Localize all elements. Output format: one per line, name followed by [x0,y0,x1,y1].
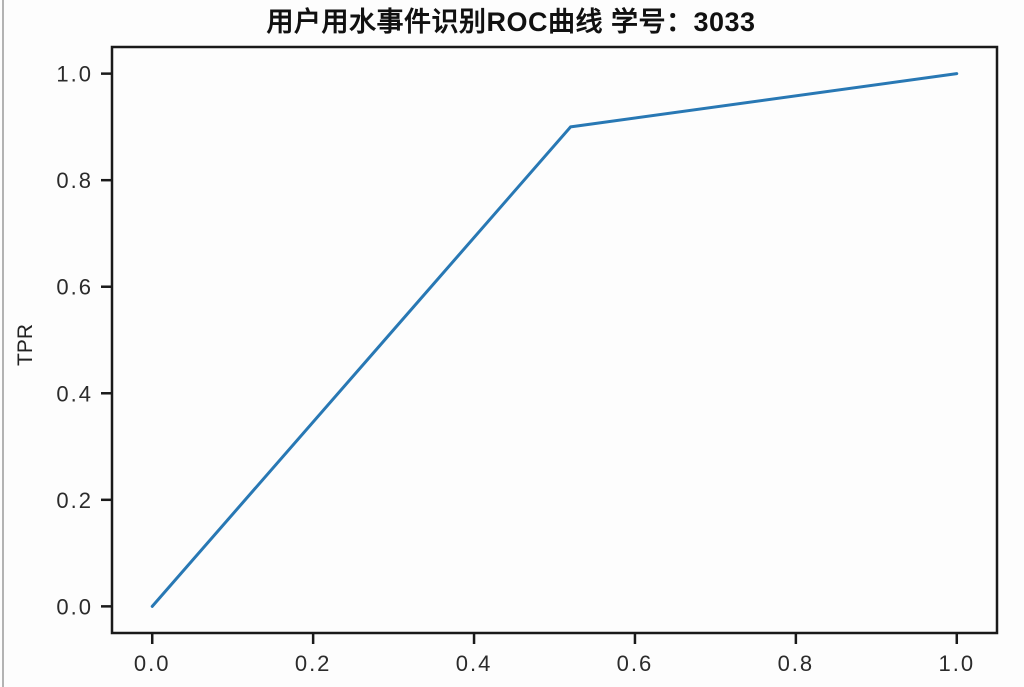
y-tick-label: 0.0 [56,594,93,619]
chart-title: 用户用水事件识别ROC曲线 学号：3033 [266,6,755,37]
x-tick-label: 0.6 [617,651,654,676]
x-tick-label: 0.2 [295,651,332,676]
axes-spines [110,45,999,635]
y-tick-label: 0.4 [56,381,93,406]
x-tick-label: 1.0 [938,651,975,676]
left-edge-line [2,0,4,687]
roc-curve-line [150,72,959,608]
y-tick-label: 0.2 [56,488,93,513]
x-tick-label: 0.4 [456,651,493,676]
y-tick-label: 0.8 [56,168,93,193]
y-axis-label: TPR [14,324,37,366]
plot-area: 0.0 0.2 0.4 0.6 0.8 1.0 0.0 0.2 0.4 0.6 0.8 1.0 [56,45,999,676]
y-tick-label: 0.6 [56,275,93,300]
y-tick-label: 1.0 [56,62,93,87]
x-tick-label: 0.8 [778,651,815,676]
x-tick-label: 0.0 [134,651,171,676]
